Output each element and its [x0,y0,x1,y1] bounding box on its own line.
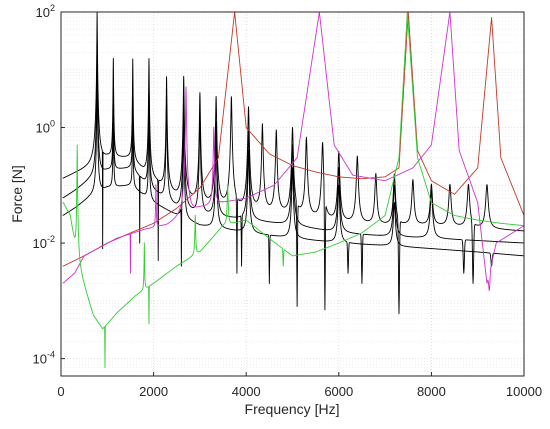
x-axis-label: Frequency [Hz] [245,401,340,417]
x-tick-label: 2000 [139,384,168,399]
x-tick-label: 6000 [324,384,353,399]
x-tick-label: 8000 [417,384,446,399]
y-axis-label: Force [N] [9,165,25,223]
x-tick-label: 0 [57,384,64,399]
x-tick-label: 4000 [232,384,261,399]
x-tick-label: 10000 [506,384,542,399]
